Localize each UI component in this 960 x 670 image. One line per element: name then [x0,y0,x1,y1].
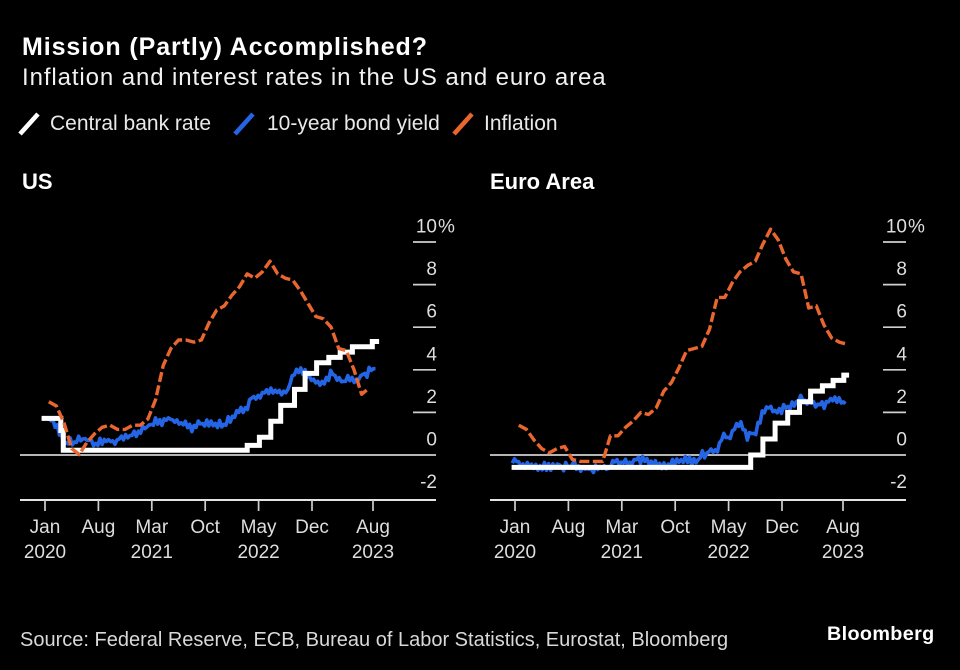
svg-text:Jan: Jan [500,517,531,538]
svg-text:-2: -2 [420,472,437,493]
svg-text:0: 0 [426,430,437,451]
svg-text:2023: 2023 [352,542,394,563]
svg-text:Mar: Mar [605,517,638,538]
svg-text:Oct: Oct [190,517,220,538]
svg-text:6: 6 [426,302,437,323]
svg-text:2: 2 [426,387,437,408]
svg-text:Mar: Mar [135,517,168,538]
svg-text:2021: 2021 [601,542,643,563]
svg-text:4: 4 [426,344,437,365]
svg-text:Dec: Dec [765,517,799,538]
svg-text:-2: -2 [890,472,907,493]
svg-text:May: May [711,517,747,538]
svg-text:Aug: Aug [81,517,115,538]
svg-text:2023: 2023 [822,542,864,563]
svg-text:2: 2 [896,387,907,408]
svg-text:Oct: Oct [660,517,690,538]
svg-text:10: 10 [416,217,437,238]
svg-text:2020: 2020 [24,542,66,563]
svg-text:4: 4 [896,344,907,365]
svg-text:2022: 2022 [237,542,279,563]
svg-text:Dec: Dec [295,517,329,538]
svg-text:Aug: Aug [826,517,860,538]
svg-text:2020: 2020 [494,542,536,563]
svg-text:%: % [438,217,455,238]
svg-text:May: May [241,517,277,538]
svg-text:10: 10 [886,217,907,238]
svg-text:0: 0 [896,430,907,451]
svg-text:8: 8 [896,259,907,280]
svg-text:Aug: Aug [551,517,585,538]
svg-text:2022: 2022 [707,542,749,563]
svg-text:8: 8 [426,259,437,280]
svg-text:Aug: Aug [356,517,390,538]
svg-text:Jan: Jan [30,517,61,538]
svg-text:%: % [908,217,925,238]
svg-text:6: 6 [896,302,907,323]
svg-text:2021: 2021 [131,542,173,563]
